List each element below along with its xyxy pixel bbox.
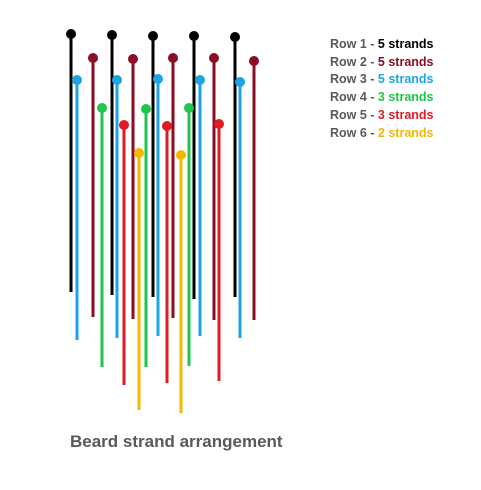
legend-row-count: 5 strands	[377, 37, 434, 51]
legend-row-count: 2 strands	[377, 125, 434, 140]
strand-knot	[209, 53, 219, 63]
strand-knot	[72, 75, 82, 85]
legend-row-2: Row 2 - 5 strands	[330, 54, 434, 72]
row-5-strands	[119, 119, 224, 385]
legend: Row 1 - 5 strands Row 2 - 5 strands Row …	[330, 36, 434, 142]
legend-row-3: Row 3 - 5 strands	[330, 71, 434, 89]
legend-separator: -	[366, 72, 378, 87]
strand-knot	[249, 56, 259, 66]
strand-knot	[235, 77, 245, 87]
legend-row-count: 5 strands	[377, 72, 434, 87]
legend-row-4: Row 4 - 3 strands	[330, 89, 434, 107]
legend-row-count: 3 strands	[377, 90, 434, 105]
strand-knot	[112, 75, 122, 85]
strand-knot	[153, 74, 163, 84]
strand-knot	[107, 30, 117, 40]
legend-separator: -	[366, 125, 378, 140]
strand-knot	[134, 148, 144, 158]
legend-row-label: Row 5	[330, 107, 367, 122]
row-3-strands	[72, 74, 245, 340]
row-4-strands	[97, 103, 194, 367]
strand-knot	[88, 53, 98, 63]
strand-knot	[119, 120, 129, 130]
strand-knot	[176, 150, 186, 160]
legend-separator: -	[366, 54, 378, 69]
strand-knot	[141, 104, 151, 114]
legend-row-label: Row 2	[330, 54, 367, 69]
strand-knot	[168, 53, 178, 63]
row-2-strands	[88, 53, 259, 320]
legend-separator: -	[366, 90, 378, 105]
row-1-strands	[66, 29, 240, 299]
strand-knot	[214, 119, 224, 129]
row-6-strands	[134, 148, 186, 413]
diagram-caption: Beard strand arrangement	[70, 432, 283, 451]
strand-knot	[128, 54, 138, 64]
strand-knot	[162, 121, 172, 131]
strand-knot	[184, 103, 194, 113]
strand-knot	[97, 103, 107, 113]
legend-row-label: Row 6	[330, 125, 367, 140]
legend-row-count: 3 strands	[377, 107, 434, 122]
strand-knot	[66, 29, 76, 39]
strand-knot	[230, 32, 240, 42]
strand-knot	[195, 75, 205, 85]
legend-row-label: Row 4	[330, 90, 367, 105]
legend-separator: -	[366, 37, 378, 51]
legend-separator: -	[366, 107, 378, 122]
strand-knot	[148, 31, 158, 41]
strand-knot	[189, 31, 199, 41]
legend-row-count: 5 strands	[377, 54, 434, 69]
legend-row-label: Row 3	[330, 72, 367, 87]
legend-row-label: Row 1	[330, 37, 367, 51]
legend-row-6: Row 6 - 2 strands	[330, 125, 434, 143]
legend-row-5: Row 5 - 3 strands	[330, 107, 434, 125]
legend-row-1: Row 1 - 5 strands	[330, 36, 434, 54]
